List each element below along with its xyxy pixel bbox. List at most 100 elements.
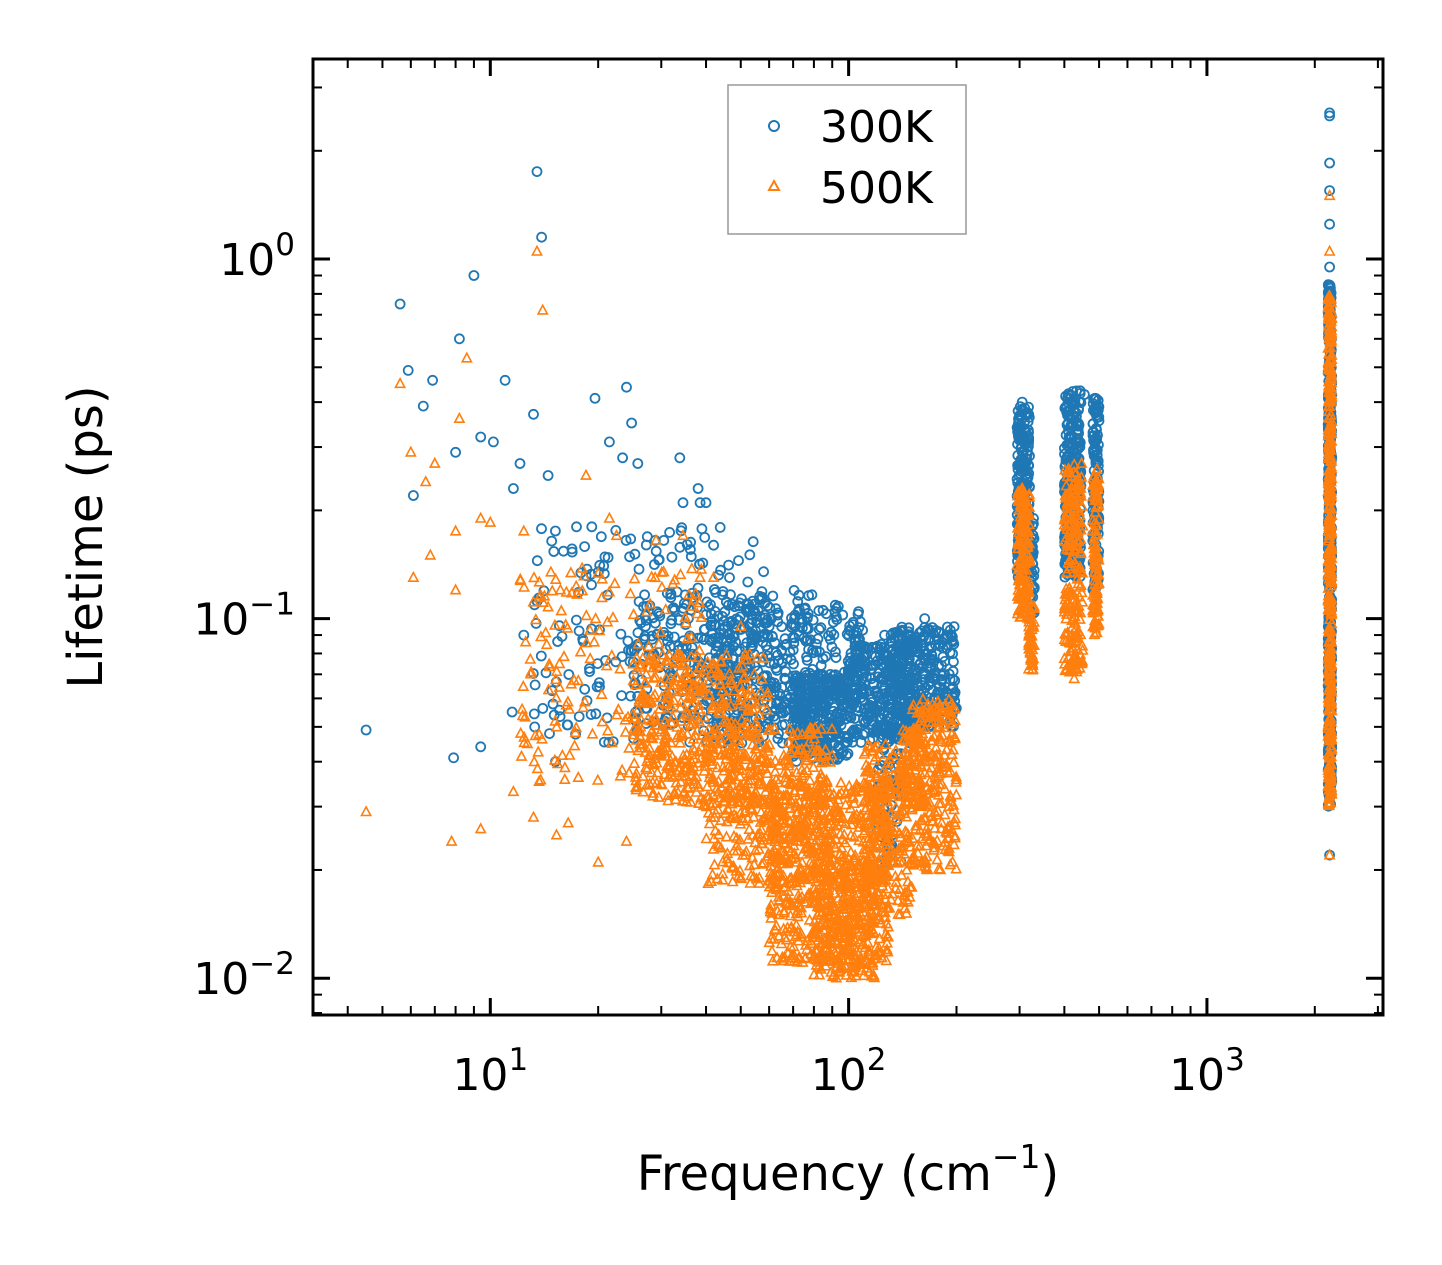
point-500k — [784, 745, 797, 757]
point-500k — [564, 566, 577, 578]
point-500k — [580, 609, 593, 621]
point-500k — [734, 817, 747, 829]
point-300k — [724, 572, 735, 583]
point-300k — [793, 603, 805, 615]
point-500k — [595, 687, 608, 700]
point-300k — [817, 653, 829, 664]
point-500k — [803, 774, 816, 786]
point-300k — [1064, 411, 1076, 422]
point-500k — [769, 754, 782, 766]
point-500k — [659, 735, 672, 747]
point-500k — [812, 809, 825, 821]
point-500k — [716, 867, 729, 879]
point-300k — [1089, 392, 1101, 404]
point-300k — [632, 458, 644, 469]
point-300k — [764, 657, 775, 669]
point-300k — [811, 638, 822, 650]
point-300k — [692, 483, 704, 494]
point-300k — [602, 552, 614, 563]
point-500k — [718, 787, 731, 799]
point-500k — [632, 637, 645, 649]
point-300k — [859, 717, 871, 729]
point-300k — [876, 672, 887, 684]
point-300k — [821, 740, 833, 752]
point-500k — [540, 638, 553, 650]
point-500k — [803, 735, 816, 747]
point-500k — [600, 659, 613, 671]
point-300k — [767, 590, 779, 602]
point-300k — [448, 752, 460, 764]
point-500k — [755, 836, 768, 849]
point-500k — [747, 810, 760, 822]
point-300k — [802, 607, 814, 619]
point-300k — [910, 646, 922, 657]
point-300k — [802, 674, 813, 686]
point-500k — [583, 623, 596, 635]
point-500k — [745, 803, 758, 815]
point-300k — [633, 563, 645, 575]
point-300k — [598, 560, 610, 572]
point-500k — [723, 667, 736, 679]
point-500k — [549, 673, 562, 685]
point-300k — [764, 602, 776, 614]
point-500k — [584, 652, 597, 664]
point-500k — [632, 703, 644, 715]
point-300k — [506, 706, 518, 718]
point-500k — [760, 741, 773, 753]
point-300k — [1019, 463, 1031, 474]
point-300k — [727, 599, 738, 610]
point-500k — [713, 667, 726, 679]
point-300k — [747, 536, 759, 548]
point-500k — [629, 678, 642, 690]
point-500k — [640, 667, 653, 679]
point-500k — [649, 670, 662, 682]
point-500k — [793, 744, 806, 756]
point-300k — [835, 704, 847, 716]
point-500k — [720, 648, 733, 660]
point-500k — [748, 667, 761, 679]
point-500k — [728, 829, 740, 841]
point-500k — [589, 612, 602, 624]
point-500k — [574, 645, 587, 657]
point-500k — [795, 742, 808, 754]
point-500k — [676, 794, 689, 806]
point-300k — [856, 674, 867, 686]
point-300k — [768, 710, 780, 722]
point-500k — [636, 738, 649, 750]
point-500k — [783, 722, 796, 734]
point-500k — [654, 625, 667, 637]
point-500k — [703, 790, 715, 802]
point-500k — [614, 769, 627, 781]
point-500k — [743, 797, 756, 809]
point-300k — [666, 614, 678, 626]
point-500k — [746, 828, 759, 840]
point-300k — [1069, 394, 1081, 406]
point-300k — [937, 651, 949, 663]
point-300k — [554, 620, 565, 632]
point-500k — [677, 679, 690, 691]
point-300k — [792, 680, 804, 692]
point-500k — [706, 699, 719, 711]
point-500k — [550, 720, 563, 732]
point-300k — [604, 436, 615, 448]
point-500k — [784, 827, 796, 839]
point-500k — [778, 753, 791, 766]
point-300k — [1069, 398, 1081, 410]
point-500k — [665, 716, 678, 728]
point-500k — [734, 697, 747, 709]
point-500k — [683, 690, 696, 703]
point-500k — [703, 817, 716, 829]
point-500k — [742, 786, 754, 798]
point-500k — [543, 657, 556, 669]
point-500k — [811, 726, 824, 739]
point-300k — [616, 690, 627, 701]
point-500k — [708, 858, 721, 870]
point-300k — [762, 644, 773, 656]
point-300k — [427, 374, 439, 386]
point-300k — [708, 539, 719, 551]
point-300k — [827, 690, 839, 702]
point-500k — [791, 746, 804, 758]
point-500k — [595, 591, 608, 603]
point-500k — [516, 702, 529, 714]
point-500k — [648, 709, 661, 721]
